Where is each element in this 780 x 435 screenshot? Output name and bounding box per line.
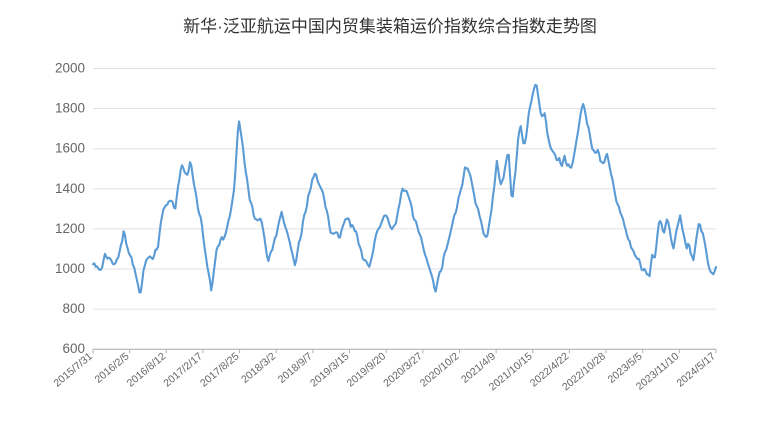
svg-text:2016/8/12: 2016/8/12 (125, 350, 169, 389)
svg-text:2024/5/17: 2024/5/17 (674, 350, 718, 389)
svg-text:1000: 1000 (55, 261, 85, 276)
svg-text:1800: 1800 (55, 101, 85, 116)
svg-text:1600: 1600 (55, 141, 85, 156)
svg-text:2020/3/27: 2020/3/27 (381, 350, 425, 389)
svg-text:1400: 1400 (55, 181, 85, 196)
svg-text:2019/9/20: 2019/9/20 (345, 350, 389, 389)
svg-text:2017/8/25: 2017/8/25 (198, 350, 242, 389)
svg-text:2000: 2000 (55, 61, 85, 76)
svg-text:2020/10/2: 2020/10/2 (418, 350, 462, 389)
svg-text:800: 800 (62, 301, 85, 316)
svg-text:2019/3/15: 2019/3/15 (308, 350, 352, 389)
svg-text:2017/2/17: 2017/2/17 (161, 350, 205, 389)
svg-text:2018/3/2: 2018/3/2 (239, 350, 278, 386)
svg-text:1200: 1200 (55, 221, 85, 236)
